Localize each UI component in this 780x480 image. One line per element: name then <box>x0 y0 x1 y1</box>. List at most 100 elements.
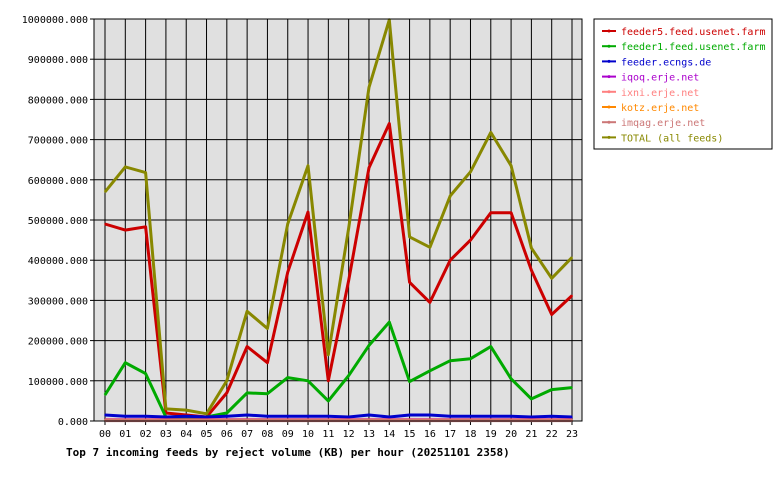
data-point-total-all-feeds <box>144 171 147 174</box>
legend-label-feeder5-feed-usenet-farm: feeder5.feed.usenet.farm <box>621 27 766 38</box>
data-point-feeder-ecngs-de <box>327 415 330 417</box>
data-point-feeder5-feed-usenet-farm <box>144 226 147 228</box>
data-point-feeder1-feed-usenet-farm <box>388 321 391 323</box>
y-tick-label: 900000.000 <box>28 55 88 66</box>
data-point-feeder-ecngs-de <box>205 416 208 418</box>
x-tick-label: 22 <box>546 429 558 440</box>
y-tick-label: 400000.000 <box>28 256 88 267</box>
data-point-feeder5-feed-usenet-farm <box>368 166 370 169</box>
legend-label-iqoq-erje-net: iqoq.erje.net <box>621 73 699 84</box>
y-tick-label: 600000.000 <box>28 176 88 187</box>
data-point-feeder1-feed-usenet-farm <box>530 398 533 400</box>
data-point-feeder5-feed-usenet-farm <box>408 281 411 284</box>
data-point-feeder1-feed-usenet-farm <box>266 392 269 395</box>
data-point-feeder5-feed-usenet-farm <box>469 239 472 241</box>
data-point-total-all-feeds <box>510 164 512 167</box>
x-tick-label: 06 <box>221 429 233 440</box>
data-point-feeder5-feed-usenet-farm <box>449 259 451 262</box>
data-point-feeder1-feed-usenet-farm <box>489 345 492 348</box>
data-point-feeder5-feed-usenet-farm <box>510 211 512 214</box>
data-point-feeder5-feed-usenet-farm <box>307 211 309 213</box>
data-point-feeder5-feed-usenet-farm <box>429 301 431 304</box>
legend-label-total-all-feeds: TOTAL (all feeds) <box>621 133 723 144</box>
data-point-total-all-feeds <box>449 195 451 197</box>
data-point-feeder1-feed-usenet-farm <box>550 388 553 391</box>
legend-marker-imqag-erje-net <box>607 120 611 124</box>
legend-marker-total-all-feeds <box>607 135 611 139</box>
data-point-total-all-feeds <box>327 353 330 356</box>
y-tick-label: 200000.000 <box>28 337 88 348</box>
data-point-feeder-ecngs-de <box>489 415 492 417</box>
data-point-feeder-ecngs-de <box>449 415 451 417</box>
data-point-total-all-feeds <box>347 227 350 229</box>
legend-label-feeder-ecngs-de: feeder.ecngs.de <box>621 57 711 68</box>
data-point-feeder-ecngs-de <box>550 415 553 417</box>
x-tick-label: 00 <box>99 429 111 440</box>
data-point-feeder-ecngs-de <box>104 414 106 416</box>
data-point-feeder-ecngs-de <box>226 415 228 417</box>
x-tick-label: 08 <box>261 429 273 440</box>
plot-frame <box>93 18 583 422</box>
x-tick-label: 02 <box>140 429 152 440</box>
data-point-feeder5-feed-usenet-farm <box>530 269 533 272</box>
x-tick-label: 13 <box>363 429 375 440</box>
data-point-feeder-ecngs-de <box>165 416 167 418</box>
data-point-feeder1-feed-usenet-farm <box>408 380 411 383</box>
data-point-feeder-ecngs-de <box>144 415 147 417</box>
x-tick-label: 11 <box>322 429 334 440</box>
data-point-feeder5-feed-usenet-farm <box>246 345 248 348</box>
data-point-feeder1-feed-usenet-farm <box>327 400 330 402</box>
data-point-total-all-feeds <box>165 408 167 410</box>
data-point-feeder1-feed-usenet-farm <box>347 374 350 377</box>
y-tick-label: 500000.000 <box>28 216 88 227</box>
data-point-feeder1-feed-usenet-farm <box>449 359 451 362</box>
data-point-feeder1-feed-usenet-farm <box>104 394 106 396</box>
data-point-total-all-feeds <box>307 164 309 167</box>
x-tick-label: 07 <box>241 429 253 440</box>
x-tick-label: 01 <box>119 429 131 440</box>
y-tick-label: 1000000.000 <box>22 15 88 26</box>
legend-marker-ixni-erje-net <box>607 90 611 94</box>
data-point-feeder1-feed-usenet-farm <box>368 344 370 347</box>
data-point-feeder-ecngs-de <box>368 414 370 416</box>
data-point-feeder5-feed-usenet-farm <box>489 211 492 214</box>
data-point-total-all-feeds <box>286 223 289 225</box>
data-point-total-all-feeds <box>246 310 248 313</box>
data-point-feeder-ecngs-de <box>286 415 289 417</box>
x-tick-label: 05 <box>200 429 212 440</box>
x-tick-label: 10 <box>302 429 314 440</box>
data-point-total-all-feeds <box>408 236 411 238</box>
legend: feeder5.feed.usenet.farm feeder1.feed.use… <box>602 27 766 144</box>
data-point-feeder-ecngs-de <box>510 415 512 417</box>
data-point-feeder1-feed-usenet-farm <box>307 380 309 382</box>
x-tick-label: 15 <box>404 429 416 440</box>
data-point-feeder1-feed-usenet-farm <box>124 361 127 364</box>
data-point-feeder1-feed-usenet-farm <box>226 412 228 414</box>
data-point-feeder-ecngs-de <box>469 415 472 417</box>
data-point-feeder-ecngs-de <box>124 415 127 417</box>
data-point-total-all-feeds <box>429 246 431 249</box>
data-point-total-all-feeds <box>469 170 472 173</box>
data-point-total-all-feeds <box>530 247 533 249</box>
data-point-total-all-feeds <box>571 256 573 259</box>
y-tick-label: 700000.000 <box>28 136 88 147</box>
data-point-feeder5-feed-usenet-farm <box>388 122 391 125</box>
data-point-feeder-ecngs-de <box>266 415 269 417</box>
data-point-feeder1-feed-usenet-farm <box>286 376 289 379</box>
legend-marker-feeder-ecngs-de <box>607 59 611 63</box>
legend-label-kotz-erje-net: kotz.erje.net <box>621 103 699 114</box>
y-tick-label: 300000.000 <box>28 296 88 307</box>
data-point-feeder-ecngs-de <box>307 415 309 417</box>
data-point-feeder-ecngs-de <box>571 416 573 418</box>
data-point-total-all-feeds <box>104 191 106 193</box>
y-tick-label: 800000.000 <box>28 95 88 106</box>
x-tick-label: 20 <box>505 429 517 440</box>
data-point-feeder-ecngs-de <box>429 414 431 416</box>
data-point-total-all-feeds <box>124 166 127 168</box>
data-point-feeder5-feed-usenet-farm <box>286 271 289 274</box>
data-point-total-all-feeds <box>489 131 492 134</box>
legend-label-imqag-erje-net: imqag.erje.net <box>621 118 705 129</box>
data-point-total-all-feeds <box>368 86 370 89</box>
legend-marker-feeder1-feed-usenet-farm <box>607 44 611 48</box>
